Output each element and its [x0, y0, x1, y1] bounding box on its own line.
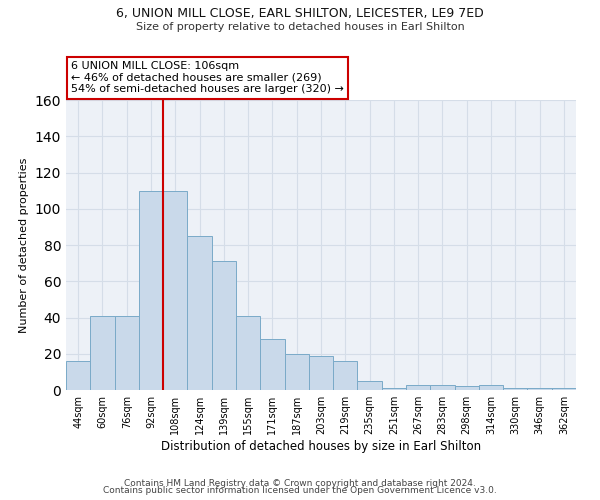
- Y-axis label: Number of detached properties: Number of detached properties: [19, 158, 29, 332]
- X-axis label: Distribution of detached houses by size in Earl Shilton: Distribution of detached houses by size …: [161, 440, 481, 453]
- Bar: [260, 339, 284, 390]
- Bar: [333, 361, 358, 390]
- Bar: [163, 190, 187, 390]
- Text: 6, UNION MILL CLOSE, EARL SHILTON, LEICESTER, LE9 7ED: 6, UNION MILL CLOSE, EARL SHILTON, LEICE…: [116, 8, 484, 20]
- Bar: [479, 384, 503, 390]
- Bar: [115, 316, 139, 390]
- Bar: [236, 316, 260, 390]
- Bar: [212, 262, 236, 390]
- Bar: [358, 381, 382, 390]
- Bar: [430, 384, 455, 390]
- Bar: [527, 388, 552, 390]
- Bar: [406, 384, 430, 390]
- Bar: [309, 356, 333, 390]
- Text: 6 UNION MILL CLOSE: 106sqm
← 46% of detached houses are smaller (269)
54% of sem: 6 UNION MILL CLOSE: 106sqm ← 46% of deta…: [71, 61, 344, 94]
- Bar: [90, 316, 115, 390]
- Bar: [66, 361, 90, 390]
- Text: Contains public sector information licensed under the Open Government Licence v3: Contains public sector information licen…: [103, 486, 497, 495]
- Bar: [455, 386, 479, 390]
- Bar: [503, 388, 527, 390]
- Bar: [284, 354, 309, 390]
- Bar: [382, 388, 406, 390]
- Bar: [552, 388, 576, 390]
- Text: Size of property relative to detached houses in Earl Shilton: Size of property relative to detached ho…: [136, 22, 464, 32]
- Text: Contains HM Land Registry data © Crown copyright and database right 2024.: Contains HM Land Registry data © Crown c…: [124, 478, 476, 488]
- Bar: [139, 190, 163, 390]
- Bar: [187, 236, 212, 390]
